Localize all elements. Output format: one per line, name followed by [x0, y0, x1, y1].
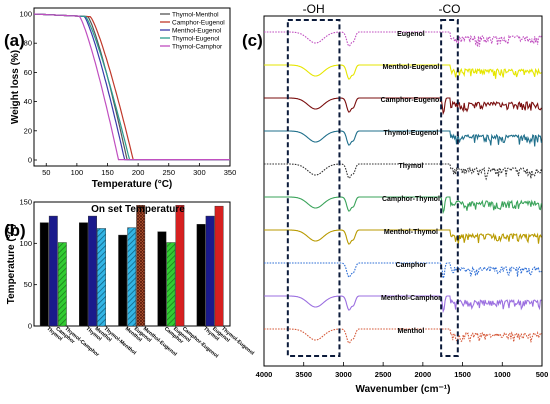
panel-a-xtick-label: 100 — [71, 168, 84, 177]
panel-b-bar — [118, 234, 128, 327]
panel-c-spectrum-line — [264, 196, 542, 215]
panel-c-spectrum-line — [264, 229, 542, 245]
panel-b-bar — [97, 228, 106, 327]
panel-c-xtick-label: 1500 — [454, 370, 471, 379]
panel-c-spectrum-label: Camphor-Eugenol — [381, 97, 442, 104]
panel-a-legend-label: Camphor-Eugenol — [172, 19, 225, 26]
panel-a-ylabel: Weight loss (%) — [10, 50, 21, 124]
panel-a-ytick-label: 0 — [28, 156, 32, 165]
panel-c-frame — [263, 15, 543, 367]
panel-a-ytick-label: 40 — [24, 97, 32, 106]
panel-b-bar — [157, 231, 167, 327]
panel-c-spectrum-line — [264, 130, 542, 147]
panel-b-letter: (b) — [4, 221, 26, 240]
panel-c-spectrum-line — [264, 295, 542, 314]
panel-c-spectrum-label: Menthol-Thymol — [384, 229, 438, 236]
panel-a-series-line — [33, 13, 230, 161]
panel-b-bar — [88, 215, 97, 327]
panel-b-ylabel: Temperature (°C) — [6, 224, 17, 305]
panel-a-ytick-label: 20 — [24, 126, 32, 135]
panel-c-spectrum-line — [264, 262, 542, 281]
panel-c-spectrum-line — [264, 64, 542, 80]
panel-b-bar — [136, 205, 146, 327]
panel-c-spectrum-label: Menthol-Eugenol — [383, 64, 440, 71]
panel-a-legend-label: Thymol-Eugenol — [172, 35, 220, 42]
panel-a-letter: (a) — [4, 31, 25, 50]
panel-b-ytick-label: 100 — [19, 239, 32, 248]
panel-c-spectrum-line — [264, 31, 542, 47]
panel-a-tga-chart: 50 100 150 200 250 300 350 0 20 40 60 80 100 Thymol-… — [10, 7, 237, 190]
panel-c-spectrum-label: Thymol-Eugenol — [384, 130, 439, 137]
panel-c-spectrum-line — [264, 163, 542, 181]
panel-c-spectrum-label: Menthol — [398, 328, 425, 335]
panel-b-title: On set Temperature — [91, 204, 185, 215]
panel-c-region-box — [440, 19, 459, 357]
panel-c-spectrum-line — [264, 97, 542, 116]
panel-b-ytick-label: 0 — [28, 322, 32, 331]
panel-b-bar — [48, 215, 58, 327]
panel-c-region-box — [286, 19, 341, 357]
panel-a-legend-label: Thymol-Camphor — [172, 43, 223, 50]
panel-b-bar — [39, 222, 49, 327]
panel-c-region-label: -OH — [303, 2, 325, 16]
panel-c-spectrum-label: Camphor-Thymol — [382, 196, 440, 203]
panel-b-bar — [57, 242, 67, 327]
panel-c-letter: (c) — [242, 31, 263, 50]
panel-a-ytick-label: 80 — [24, 39, 32, 48]
panel-c-xlabel: Wavenumber (cm⁻¹) — [356, 384, 451, 395]
panel-a-xtick-label: 200 — [132, 168, 145, 177]
panel-c-xtick-label: 2500 — [375, 370, 392, 379]
panel-b-ytick-label: 150 — [19, 198, 32, 207]
panel-b-bar — [175, 205, 185, 327]
panel-b-bar — [166, 242, 176, 327]
panel-b-bar — [205, 215, 215, 327]
panel-b-bar — [214, 205, 224, 327]
panel-a-legend-label: Menthol-Eugenol — [172, 27, 222, 34]
panel-c-spectrum-label: Camphor — [396, 262, 427, 269]
panel-c-xtick-label: 500 — [536, 370, 549, 379]
panel-c-ftir-chart: Eugenol Menthol-Eugenol Camphor-Eugenol Thy… — [256, 2, 549, 395]
panel-a-xtick-label: 350 — [224, 168, 237, 177]
panel-a-xtick-label: 50 — [42, 168, 50, 177]
panel-a-xlabel: Temperature (°C) — [92, 179, 173, 190]
panel-c-xtick-label: 3000 — [335, 370, 352, 379]
panel-c-xtick-label: 3500 — [295, 370, 312, 379]
panel-b-bar — [196, 224, 206, 327]
panel-c-xtick-label: 4000 — [256, 370, 273, 379]
panel-a-xtick-label: 300 — [193, 168, 206, 177]
panel-b-bar — [127, 227, 137, 327]
panel-c-spectrum-label: Thymol — [398, 163, 423, 170]
panel-c-xtick-label: 2000 — [415, 370, 432, 379]
panel-c-spectrum-line — [264, 328, 542, 344]
panel-c-spectrum-label: Eugenol — [397, 31, 425, 38]
panel-c-region-label: -CO — [438, 2, 460, 16]
panel-a-ytick-label: 60 — [24, 68, 32, 77]
panel-a-frame — [33, 7, 231, 167]
panel-a-xtick-label: 150 — [101, 168, 114, 177]
panel-a-legend-label: Thymol-Menthol — [172, 11, 219, 18]
panel-c-xtick-label: 1000 — [494, 370, 511, 379]
panel-a-ytick-label: 100 — [19, 10, 32, 19]
panel-a-xtick-label: 250 — [162, 168, 175, 177]
panel-c-spectrum-label: Menthol-Camphor — [381, 295, 441, 302]
panel-b-ytick-label: 50 — [24, 280, 32, 289]
panel-b-bar — [79, 222, 88, 327]
